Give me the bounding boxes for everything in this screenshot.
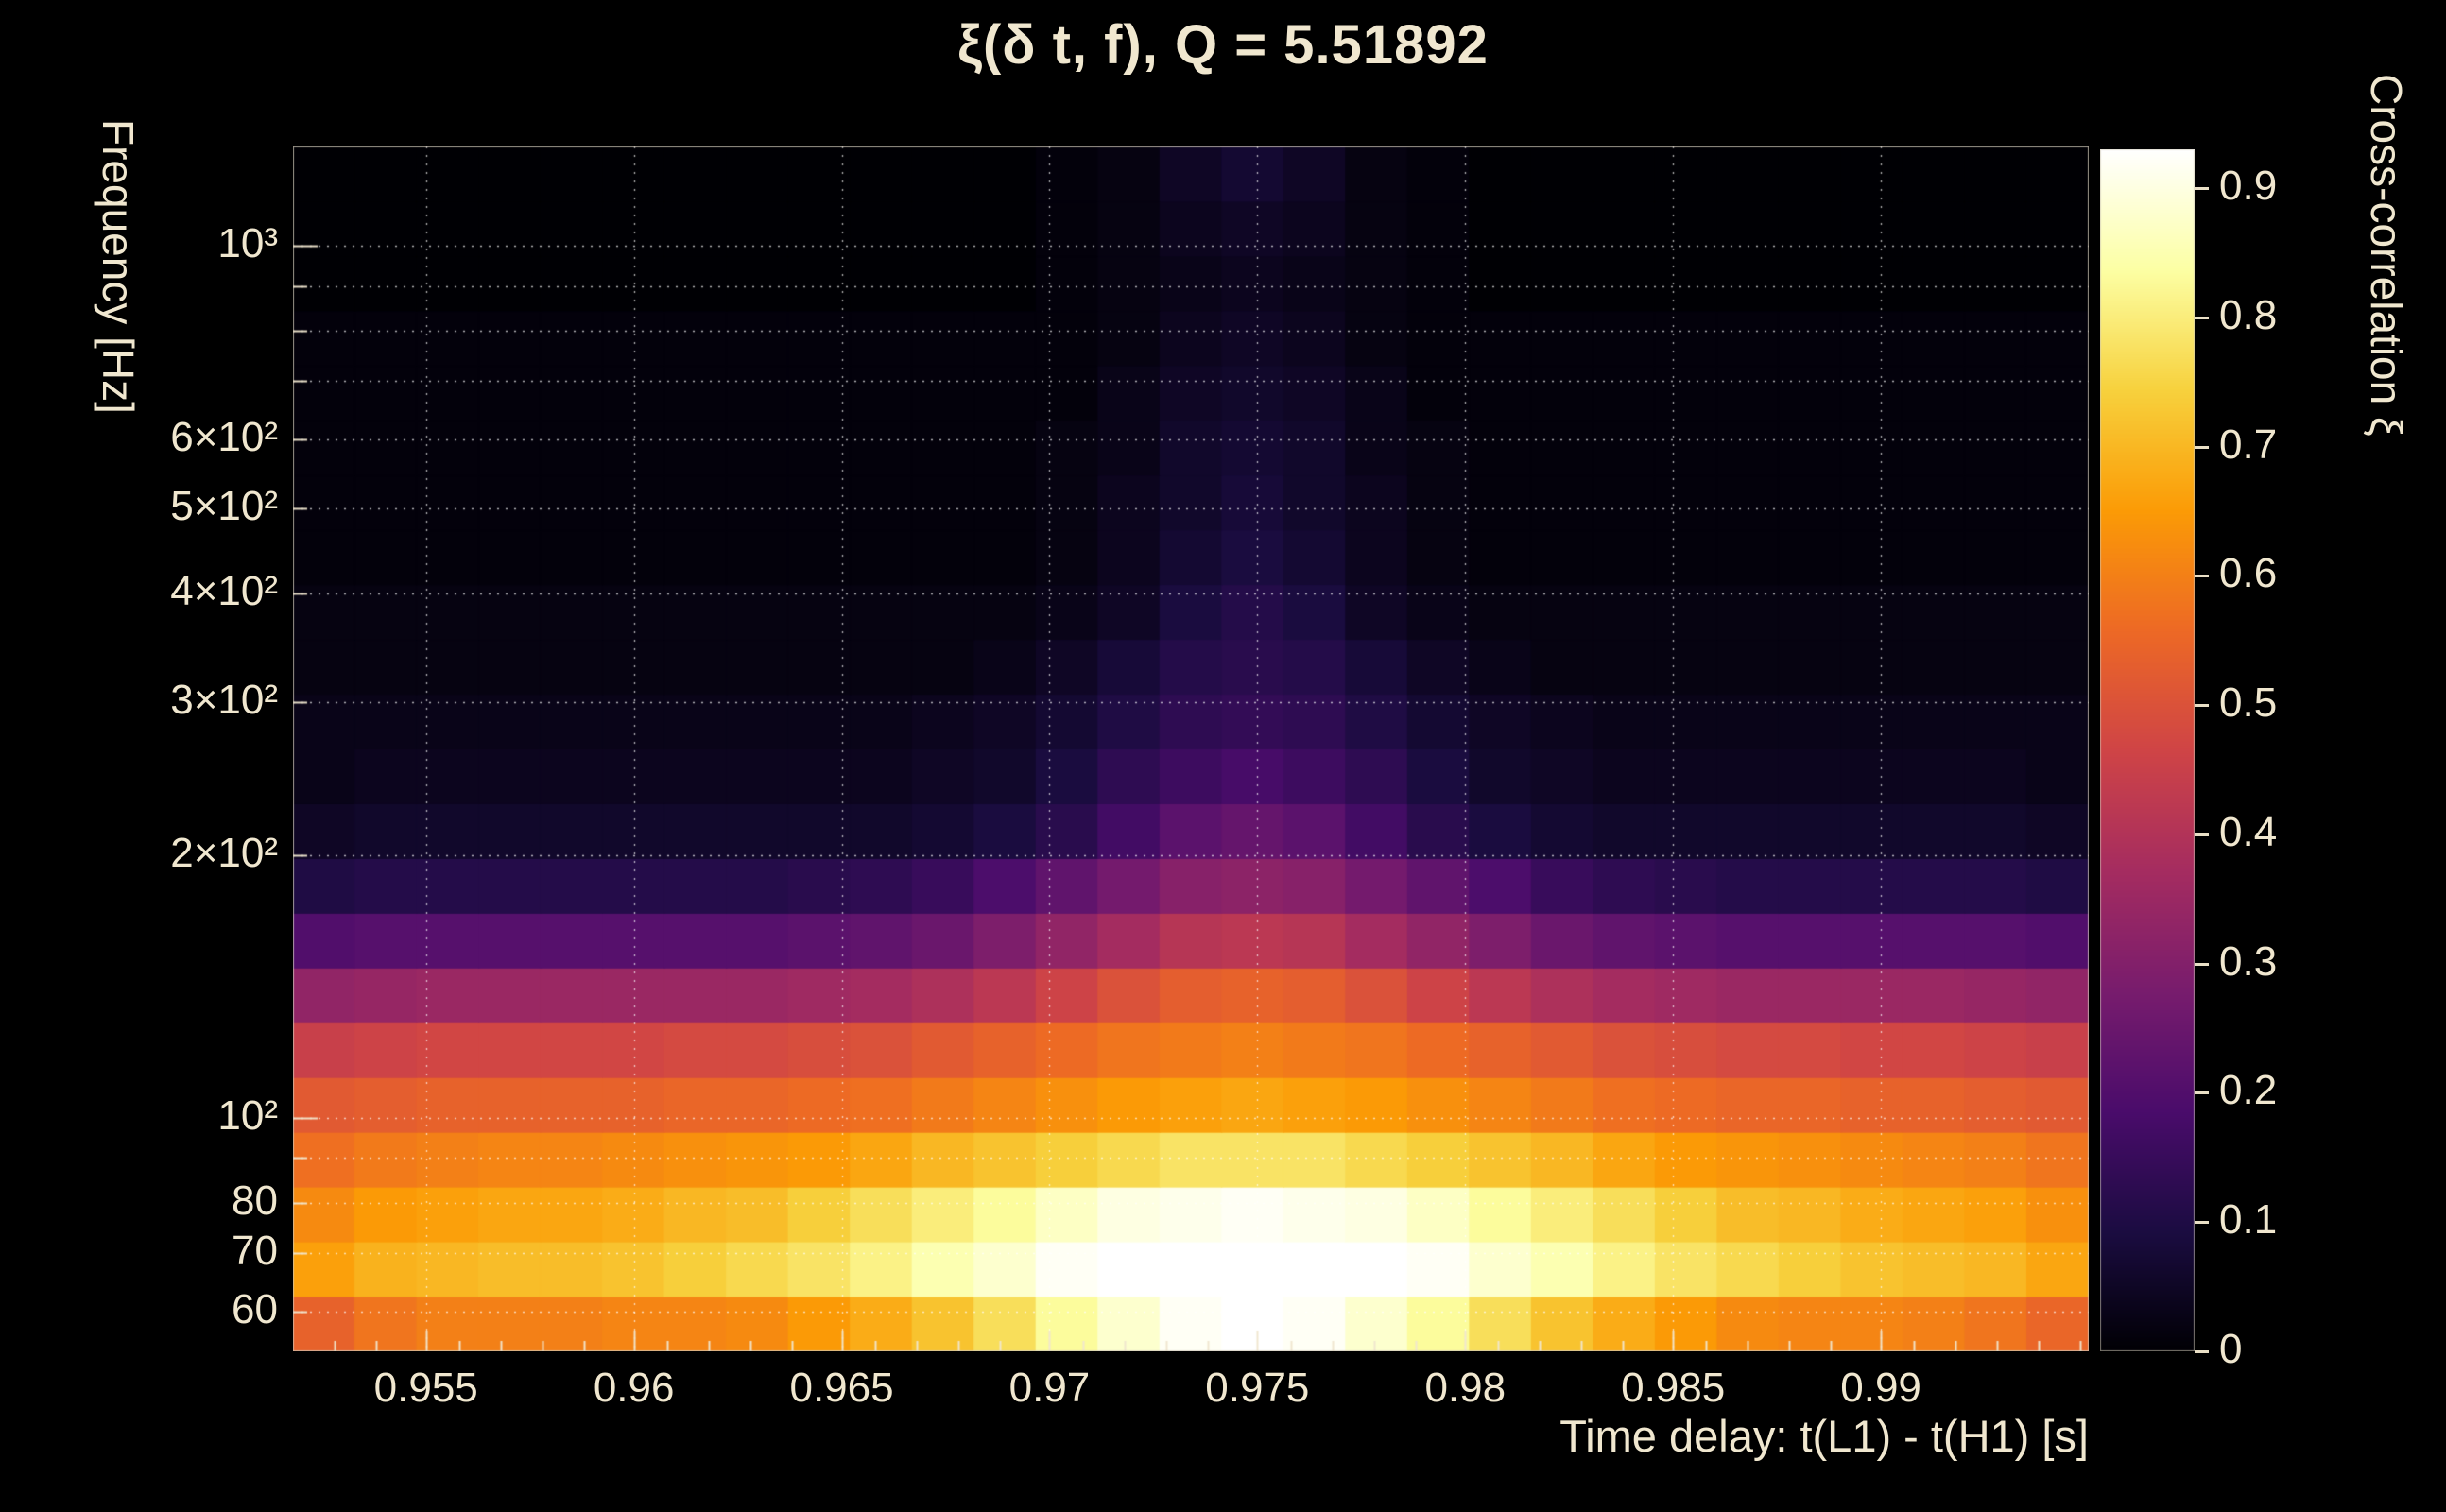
colorbar-tick-mark — [2195, 704, 2209, 708]
y-tick-label: 4×10² — [170, 567, 278, 614]
colorbar-tick-mark — [2195, 1221, 2209, 1225]
colorbar-title: Cross-correlation ξ — [2362, 74, 2411, 437]
y-tick-label: 6×10² — [170, 414, 278, 461]
x-tick-label: 0.98 — [1424, 1365, 1507, 1411]
y-tick-label: 10² — [217, 1092, 278, 1140]
colorbar-tick-label: 0.3 — [2219, 937, 2278, 985]
y-tick-label: 5×10² — [170, 483, 278, 530]
colorbar-canvas — [2100, 149, 2195, 1351]
colorbar-tick-mark — [2195, 833, 2209, 836]
colorbar-tick-label: 0.4 — [2219, 808, 2278, 855]
x-axis-title: Time delay: t(L1) - t(H1) [s] — [1559, 1411, 2089, 1461]
colorbar-tick-mark — [2195, 445, 2209, 449]
colorbar-tick-label: 0.9 — [2219, 163, 2278, 210]
colorbar-tick-mark — [2195, 1350, 2209, 1353]
colorbar-tick-mark — [2195, 187, 2209, 191]
x-tick-label: 0.97 — [1008, 1365, 1091, 1411]
colorbar-tick-label: 0.8 — [2219, 291, 2278, 338]
colorbar-tick-label: 0.1 — [2219, 1196, 2278, 1244]
y-tick-label: 2×10² — [170, 830, 278, 877]
x-tick-label: 0.965 — [789, 1365, 894, 1411]
y-tick-label: 3×10² — [170, 676, 278, 723]
x-tick-label: 0.975 — [1205, 1365, 1310, 1411]
chart-title: ξ(δ t, f), Q = 5.51892 — [957, 14, 1489, 76]
y-tick-label: 70 — [232, 1228, 278, 1274]
x-tick-label: 0.99 — [1840, 1365, 1921, 1411]
x-tick-label: 0.96 — [593, 1365, 675, 1411]
colorbar-tick-mark — [2195, 962, 2209, 966]
colorbar-tick-mark — [2195, 316, 2209, 319]
y-tick-label: 10³ — [217, 220, 278, 267]
colorbar-tick-mark — [2195, 1091, 2209, 1095]
colorbar-tick-label: 0 — [2219, 1326, 2243, 1372]
y-tick-label: 80 — [232, 1177, 278, 1224]
colorbar-tick-label: 0.7 — [2219, 421, 2278, 468]
colorbar-tick-label: 0.5 — [2219, 679, 2278, 727]
x-tick-label: 0.985 — [1621, 1365, 1726, 1411]
y-tick-label: 60 — [232, 1285, 278, 1332]
colorbar-tick-mark — [2195, 575, 2209, 578]
heatmap-canvas — [293, 146, 2089, 1351]
colorbar-tick-label: 0.2 — [2219, 1067, 2278, 1114]
x-tick-label: 0.955 — [373, 1365, 478, 1411]
colorbar-tick-label: 0.6 — [2219, 550, 2278, 597]
